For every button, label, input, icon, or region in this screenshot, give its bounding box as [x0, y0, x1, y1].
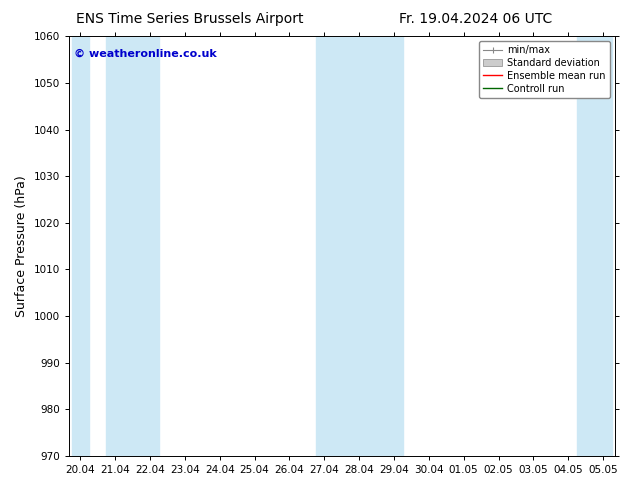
- Text: © weatheronline.co.uk: © weatheronline.co.uk: [74, 49, 217, 59]
- Bar: [316, 36, 403, 456]
- Text: Fr. 19.04.2024 06 UTC: Fr. 19.04.2024 06 UTC: [399, 12, 552, 26]
- Legend: min/max, Standard deviation, Ensemble mean run, Controll run: min/max, Standard deviation, Ensemble me…: [479, 41, 610, 98]
- Y-axis label: Surface Pressure (hPa): Surface Pressure (hPa): [15, 175, 28, 317]
- Bar: [107, 36, 158, 456]
- Bar: [72, 36, 89, 456]
- Bar: [577, 36, 612, 456]
- Text: ENS Time Series Brussels Airport: ENS Time Series Brussels Airport: [77, 12, 304, 26]
